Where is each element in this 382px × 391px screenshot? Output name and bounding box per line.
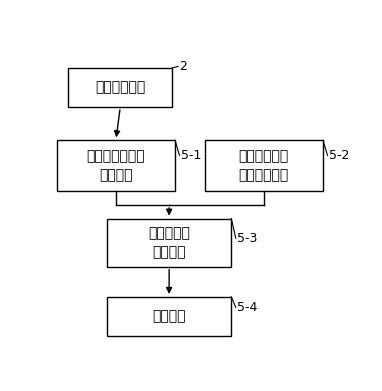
Bar <box>57 140 175 192</box>
Text: 鱼眼镜头相机: 鱼眼镜头相机 <box>95 81 146 95</box>
Text: 定位和局部
建图模块: 定位和局部 建图模块 <box>148 226 190 259</box>
Text: 5-3: 5-3 <box>237 231 257 245</box>
Bar <box>68 68 172 107</box>
Text: 5-1: 5-1 <box>181 149 201 162</box>
Text: 闭环模块: 闭环模块 <box>152 309 186 323</box>
Text: 5-2: 5-2 <box>329 149 350 162</box>
Bar <box>107 297 231 336</box>
Bar <box>205 140 323 192</box>
Text: 5-4: 5-4 <box>237 301 257 314</box>
Text: 惯性导航单元
信息处理模块: 惯性导航单元 信息处理模块 <box>239 149 289 183</box>
Text: 2: 2 <box>180 60 187 73</box>
Text: 视觉特征提取和
跟踪模块: 视觉特征提取和 跟踪模块 <box>87 149 145 183</box>
Bar <box>107 219 231 267</box>
